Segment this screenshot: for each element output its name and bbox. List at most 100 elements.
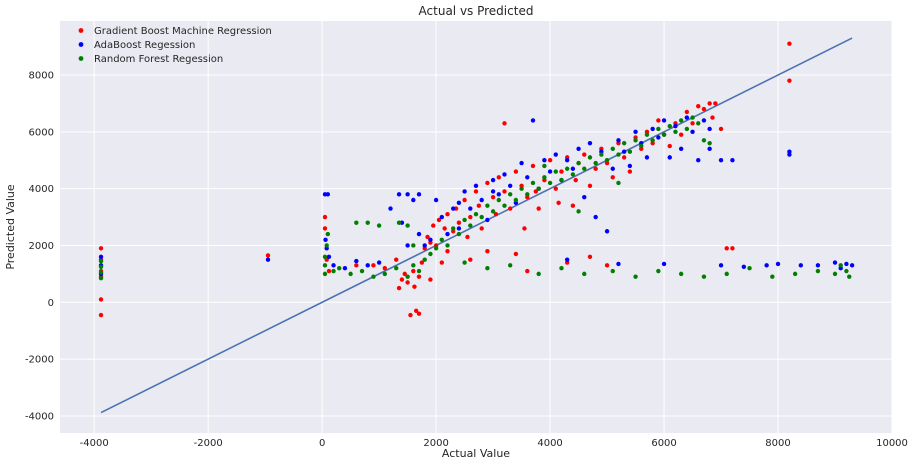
- data-point: [433, 197, 439, 203]
- data-point: [661, 261, 667, 267]
- data-point: [451, 206, 456, 211]
- data-point: [553, 152, 558, 157]
- data-point: [587, 155, 593, 160]
- data-point: [621, 149, 627, 154]
- x-tick-label: 8000: [765, 438, 790, 449]
- data-point: [445, 212, 450, 217]
- data-point: [564, 158, 570, 163]
- data-point: [468, 214, 473, 220]
- data-point: [490, 209, 496, 214]
- data-point: [399, 277, 405, 282]
- data-point: [98, 246, 104, 251]
- data-point: [707, 126, 712, 132]
- y-axis-label: Predicted Value: [4, 184, 17, 270]
- x-tick-label: -4000: [80, 438, 109, 449]
- data-point: [416, 192, 422, 197]
- data-point: [411, 268, 416, 274]
- data-point: [627, 169, 633, 174]
- x-tick-label: 10000: [876, 438, 908, 449]
- data-point: [533, 189, 539, 194]
- grid: [60, 21, 893, 433]
- data-point: [405, 280, 410, 285]
- data-point: [559, 169, 564, 174]
- data-point: [627, 163, 633, 169]
- data-point: [98, 275, 104, 281]
- data-point: [98, 312, 104, 318]
- data-point: [701, 118, 707, 123]
- data-point: [513, 197, 519, 203]
- y-tick-label: 0: [48, 298, 54, 309]
- data-point: [405, 243, 410, 248]
- data-point: [462, 189, 467, 194]
- data-point: [445, 248, 450, 254]
- data-point: [394, 257, 399, 262]
- data-point: [847, 274, 852, 279]
- data-point: [587, 183, 593, 188]
- data-point: [667, 155, 672, 160]
- data-point: [422, 257, 427, 262]
- data-point: [587, 140, 593, 146]
- data-point: [428, 277, 433, 282]
- data-point: [456, 200, 462, 206]
- data-point: [388, 206, 393, 211]
- data-point: [730, 158, 735, 163]
- data-point: [519, 186, 524, 191]
- data-point: [445, 231, 450, 237]
- data-point: [633, 274, 638, 279]
- data-point: [593, 214, 598, 220]
- data-point: [713, 101, 718, 106]
- data-point: [502, 203, 507, 208]
- data-point: [322, 214, 328, 220]
- data-point: [701, 106, 707, 112]
- data-point: [559, 266, 564, 271]
- data-point: [849, 263, 855, 268]
- data-point: [419, 260, 425, 265]
- data-point: [411, 197, 416, 203]
- data-point: [656, 268, 661, 274]
- data-point: [678, 146, 684, 152]
- data-point: [673, 123, 678, 129]
- series-3: [98, 115, 852, 281]
- data-point: [673, 129, 678, 135]
- y-tick-label: -4000: [25, 411, 54, 422]
- data-point: [564, 257, 570, 262]
- data-point: [599, 152, 604, 157]
- y-tick-label: 4000: [29, 184, 54, 195]
- data-point: [633, 138, 638, 143]
- data-point: [98, 297, 104, 302]
- data-point: [718, 126, 724, 132]
- data-point: [462, 197, 467, 203]
- data-point: [701, 274, 707, 279]
- data-point: [416, 268, 422, 274]
- data-point: [547, 169, 553, 174]
- x-tick-label: -2000: [194, 438, 223, 449]
- data-point: [547, 158, 553, 163]
- data-point: [525, 268, 530, 274]
- data-point: [468, 223, 473, 228]
- data-point: [485, 248, 490, 254]
- chart-title: Actual vs Predicted: [419, 4, 534, 18]
- data-point: [707, 101, 712, 106]
- data-point: [519, 160, 524, 166]
- data-point: [701, 138, 707, 143]
- data-point: [502, 121, 507, 126]
- data-point: [553, 186, 558, 191]
- data-point: [396, 220, 402, 225]
- data-point: [479, 197, 484, 203]
- data-point: [547, 180, 553, 186]
- data-point: [582, 271, 587, 277]
- data-points: [98, 41, 855, 318]
- data-point: [573, 177, 578, 183]
- data-point: [402, 271, 407, 277]
- data-point: [98, 258, 104, 264]
- data-point: [485, 266, 490, 271]
- data-point: [542, 163, 547, 169]
- data-point: [656, 126, 661, 132]
- data-point: [416, 274, 422, 279]
- data-point: [678, 271, 684, 277]
- data-point: [490, 189, 496, 194]
- data-point: [570, 172, 576, 177]
- data-point: [741, 264, 747, 269]
- data-point: [815, 268, 821, 274]
- y-tick-label: 8000: [29, 70, 54, 81]
